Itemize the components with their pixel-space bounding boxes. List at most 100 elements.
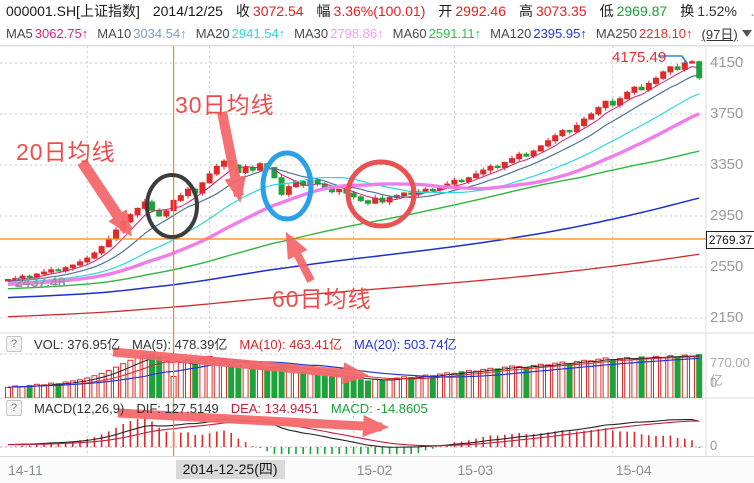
annotation-text: 60日均线 [272, 286, 372, 312]
candles [5, 59, 703, 282]
price-axis-tick: 4150 [710, 54, 744, 71]
annotation-text: 20日均线 [16, 139, 116, 165]
annotation-circle-2 [345, 159, 417, 229]
volume-axis-zero: 0 [710, 375, 718, 390]
ma30-line [7, 112, 700, 287]
ma-legend-item: MA20 2941.54↑ [196, 26, 285, 41]
volume-legend-items: VOL: 376.95亿 MA(5): 478.39亿 MA(10): 463.41… [34, 334, 457, 353]
ma-label: MA20 [195, 26, 230, 41]
price-axis-tick: 2150 [710, 309, 744, 326]
annotation-circle-0 [145, 173, 199, 239]
quote-field-value: 2969.87 [616, 3, 668, 19]
quote-field: 高 3073.35 [519, 1, 587, 21]
crosshair-price-tag: 2769.37 [706, 231, 754, 250]
ma-legend-item: MA10 3034.54↑ [97, 26, 186, 41]
ma-label: MA30 [294, 26, 329, 41]
annotation-text: 30日均线 [175, 92, 275, 118]
annotation-overlay [77, 111, 417, 437]
ma-legend-item: MA5 3062.75↑ [6, 26, 88, 41]
price-axis-tick: 3350 [710, 156, 744, 173]
price-axis-tick: 2950 [710, 207, 744, 224]
quote-field: 低 2969.87 [600, 1, 668, 21]
ma-legend-bar: MA5 3062.75↑ MA10 3034.54↑ MA20 2941.54↑ MA30 2… [0, 22, 754, 46]
axis-month-label: 15-04 [615, 462, 652, 478]
macd-legend-value: MACD(12,26,9) [34, 400, 125, 416]
chevron-down-icon [741, 30, 752, 37]
price-axis-tick: 3750 [710, 105, 744, 122]
axis-label-start: 14-11 [8, 462, 43, 478]
time-axis: 14-11 2014-12-25(四) 15-02 15-03 15-04 [0, 456, 754, 483]
axis-month-label: 15-02 [356, 462, 393, 478]
ma-label: MA250 [595, 26, 638, 41]
ma-value: 3062.75↑ [34, 26, 89, 41]
volume-legend-value: MA(10): 463.41亿 [239, 337, 342, 352]
ma-legend-item: MA30 2798.86↑ [294, 26, 383, 41]
annotation-arrow-3 [112, 347, 369, 385]
ma10-line [7, 74, 700, 282]
crosshair [0, 46, 706, 456]
ma-value: 2591.11↑ [428, 26, 482, 41]
macd-legend-value: DEA: 134.9451 [230, 400, 319, 416]
macd-pane-header: ? MACD(12,26,9) DIF: 127.5149 DEA: 134.945… [6, 400, 428, 416]
ma-label: MA10 [97, 26, 132, 41]
price-axis-tick: 2550 [710, 258, 744, 275]
quote-field-value: 3073.35 [535, 3, 587, 19]
quote-field: 幅 3.36%(100.01) [317, 1, 426, 21]
help-icon[interactable]: ? [6, 335, 22, 352]
crosshair-date-box: 2014-12-25(四) [175, 460, 285, 479]
quote-field-value: 2992.46 [455, 3, 506, 19]
ma5-line [7, 66, 700, 282]
volume-legend-value: MA(20): 503.74亿 [353, 337, 457, 352]
quote-field-label: 高 [518, 3, 533, 19]
ma-legend-items: MA5 3062.75↑ MA10 3034.54↑ MA20 2941.54↑ MA30 2… [6, 26, 693, 41]
ma-legend-item: MA250 2218.10↑ [596, 26, 693, 41]
macd-legend-value: MACD: -14.8605 [330, 400, 428, 416]
quote-fields: 收 3072.54 幅 3.36%(100.01) 开 2992.46 高 3073.35 低 2… [236, 1, 737, 21]
axis-month-label: 15-03 [457, 462, 494, 478]
volume-pane-header: ? VOL: 376.95亿 MA(5): 478.39亿 MA(10): 463.… [6, 334, 457, 353]
ma-value: 2798.86↑ [330, 26, 384, 41]
volume-legend-value: MA(5): 478.39亿 [132, 337, 228, 352]
symbol-name: 000001.SH[上证指数] [6, 3, 140, 19]
quote-field: 换 1.52% [680, 1, 737, 21]
ma120-line [7, 197, 700, 299]
ma-value: 2395.95↑ [533, 26, 587, 41]
quote-field-value: 3.36%(100.01) [333, 3, 426, 19]
annotation-arrow-4 [117, 408, 389, 437]
period-selector[interactable]: (97日) [702, 24, 752, 43]
ma250-line [7, 253, 700, 318]
ma-label: MA5 [6, 26, 33, 41]
quote-date: 2014/12/25 [152, 3, 223, 19]
macd-axis-zero: 0 [710, 438, 718, 453]
ma-label: MA120 [490, 26, 532, 41]
quote-field-value: 1.52% [697, 3, 737, 19]
annotation-arrow-0 [77, 158, 133, 237]
ma-value: 2218.10↑ [639, 26, 693, 41]
ma-label: MA60 [392, 26, 427, 41]
macd-legend-items: MACD(12,26,9) DIF: 127.5149 DEA: 134.9451 M… [34, 401, 428, 416]
annotation-arrow-1 [217, 111, 247, 203]
annotation-arrow-2 [285, 231, 315, 283]
low-price-label: 2437.48 [15, 274, 66, 290]
annotation-circle-1 [260, 150, 314, 222]
quote-field-label: 低 [599, 3, 614, 19]
ma60-line [7, 150, 700, 290]
quote-field-label: 开 [438, 3, 453, 19]
quote-field-value: 3072.54 [252, 3, 304, 19]
volume-legend-value: VOL: 376.95亿 [34, 337, 120, 352]
quote-field: 收 3072.54 [236, 1, 304, 21]
volume-axis-max: 770.00亿 [710, 355, 750, 388]
more-ellipsis-icon[interactable]: … [750, 3, 754, 19]
ma-value: 3034.54↑ [133, 26, 187, 41]
ma-legend-item: MA60 2591.11↑ [393, 26, 482, 41]
high-pointer [658, 55, 688, 64]
macd-pane [7, 417, 701, 454]
ma-lines [7, 66, 700, 318]
quote-field-label: 收 [235, 3, 250, 19]
quote-header: 000001.SH[上证指数] 2014/12/25 收 3072.54 幅 3.36… [0, 0, 754, 22]
help-icon[interactable]: ? [6, 400, 22, 416]
quote-field-label: 幅 [316, 3, 331, 19]
quote-field-label: 换 [680, 3, 695, 19]
